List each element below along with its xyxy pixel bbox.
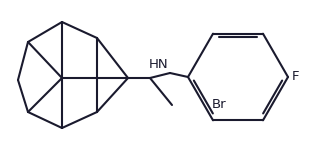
Text: Br: Br: [211, 98, 226, 111]
Text: HN: HN: [149, 58, 169, 71]
Text: F: F: [292, 70, 299, 84]
